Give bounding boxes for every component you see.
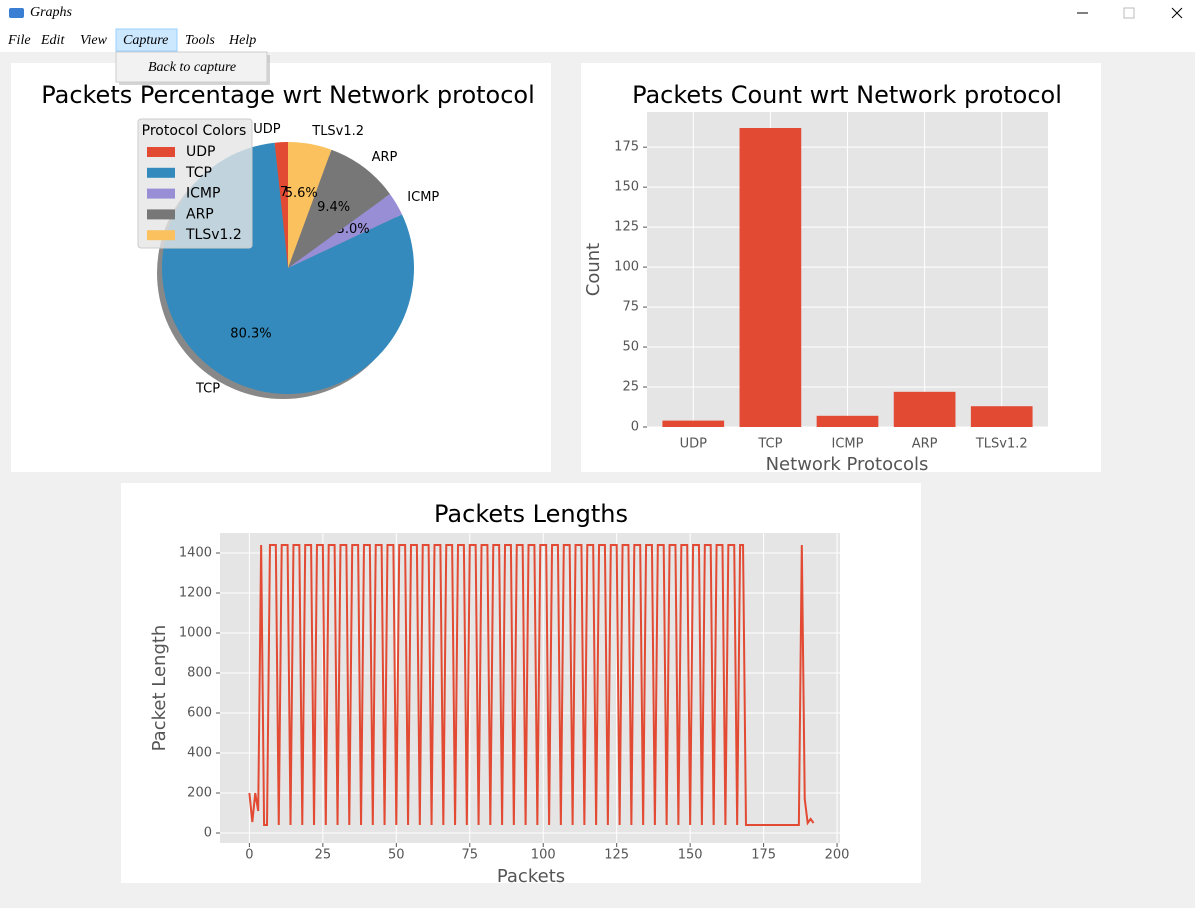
pie-label: TCP bbox=[195, 381, 220, 396]
y-tick-label: 0 bbox=[204, 826, 212, 841]
y-tick-label: 25 bbox=[622, 380, 639, 395]
y-tick-label: 175 bbox=[614, 140, 639, 155]
pie-pct-label: 9.4% bbox=[317, 200, 350, 215]
menu-item[interactable]: Tools bbox=[185, 33, 215, 48]
y-tick-label: 200 bbox=[187, 786, 212, 801]
y-axis-label: Count bbox=[583, 243, 604, 296]
pie-wedge bbox=[288, 149, 390, 268]
x-tick-label: TLSv1.2 bbox=[975, 437, 1028, 452]
pie-label: ICMP bbox=[407, 190, 439, 205]
legend-swatch bbox=[147, 147, 175, 157]
pie-wedge bbox=[288, 193, 403, 268]
x-tick-label: 100 bbox=[531, 848, 556, 863]
menu-item[interactable]: Help bbox=[228, 33, 256, 48]
x-tick-label: 125 bbox=[604, 848, 629, 863]
x-axis-label: Packets bbox=[497, 866, 565, 887]
x-tick-label: 25 bbox=[315, 848, 332, 863]
menu-item[interactable]: Capture bbox=[123, 33, 168, 48]
x-tick-label: TCP bbox=[757, 437, 782, 452]
charts: Packets Percentage wrt Network protocol 1… bbox=[41, 81, 1062, 887]
y-tick-label: 75 bbox=[622, 300, 639, 315]
x-tick-label: 0 bbox=[245, 848, 253, 863]
y-tick-label: 800 bbox=[187, 666, 212, 681]
y-tick-label: 50 bbox=[622, 340, 639, 355]
legend-swatch bbox=[147, 209, 175, 220]
legend-swatch bbox=[147, 167, 175, 178]
pie-wedge bbox=[274, 142, 288, 268]
y-tick-label: 600 bbox=[187, 706, 212, 721]
x-axis-label: Network Protocols bbox=[766, 454, 929, 475]
menu-item[interactable]: View bbox=[80, 33, 108, 48]
legend-label: ARP bbox=[186, 206, 214, 222]
pie-label: TLSv1.2 bbox=[311, 124, 364, 139]
bar bbox=[662, 420, 725, 427]
chart-title: Packets Lengths bbox=[434, 500, 628, 528]
legend-label: TCP bbox=[185, 165, 212, 181]
y-tick-label: 0 bbox=[631, 420, 639, 435]
x-tick-label: UDP bbox=[680, 437, 708, 452]
window-title: Graphs bbox=[30, 5, 73, 20]
y-tick-label: 1000 bbox=[179, 626, 212, 641]
x-tick-label: 175 bbox=[751, 848, 776, 863]
bar bbox=[816, 415, 879, 427]
pie-label: ARP bbox=[372, 150, 398, 165]
pie-pct-label: 5.6% bbox=[285, 186, 318, 201]
popup-menu bbox=[115, 51, 268, 83]
menu-item[interactable]: File bbox=[7, 33, 31, 48]
x-tick-label: 50 bbox=[388, 848, 405, 863]
y-axis-label: Packet Length bbox=[149, 625, 170, 752]
bar bbox=[739, 127, 802, 428]
y-tick-label: 125 bbox=[614, 220, 639, 235]
legend-title: Protocol Colors bbox=[142, 123, 247, 139]
y-tick-label: 1400 bbox=[179, 546, 212, 561]
chart-title: Packets Percentage wrt Network protocol bbox=[41, 81, 535, 109]
chart-title: Packets Count wrt Network protocol bbox=[632, 81, 1062, 109]
y-tick-label: 400 bbox=[187, 746, 212, 761]
legend-label: TLSv1.2 bbox=[185, 227, 242, 243]
close-button[interactable] bbox=[1171, 7, 1183, 19]
x-tick-label: 200 bbox=[825, 848, 850, 863]
bar bbox=[970, 406, 1033, 427]
x-tick-label: ARP bbox=[912, 437, 938, 452]
legend-swatch bbox=[147, 230, 175, 241]
app-icon bbox=[9, 8, 24, 18]
menu-item[interactable]: Edit bbox=[40, 33, 65, 48]
x-tick-label: 75 bbox=[461, 848, 478, 863]
pie-pct-label: 80.3% bbox=[230, 326, 271, 341]
legend-label: ICMP bbox=[186, 186, 220, 202]
maximize-button[interactable] bbox=[1123, 7, 1135, 19]
bar bbox=[893, 391, 956, 427]
legend-swatch bbox=[147, 188, 175, 199]
pie-label: UDP bbox=[253, 122, 281, 137]
y-tick-label: 100 bbox=[614, 260, 639, 275]
popup-item[interactable]: Back to capture bbox=[148, 60, 236, 75]
menu-highlight bbox=[115, 28, 178, 52]
title-bar bbox=[0, 0, 1195, 52]
y-tick-label: 150 bbox=[614, 180, 639, 195]
x-tick-label: 150 bbox=[678, 848, 703, 863]
legend-label: UDP bbox=[186, 144, 215, 160]
x-tick-label: ICMP bbox=[832, 437, 864, 452]
pie-wedge bbox=[288, 142, 332, 268]
line-series bbox=[248, 544, 815, 826]
y-tick-label: 1200 bbox=[179, 586, 212, 601]
